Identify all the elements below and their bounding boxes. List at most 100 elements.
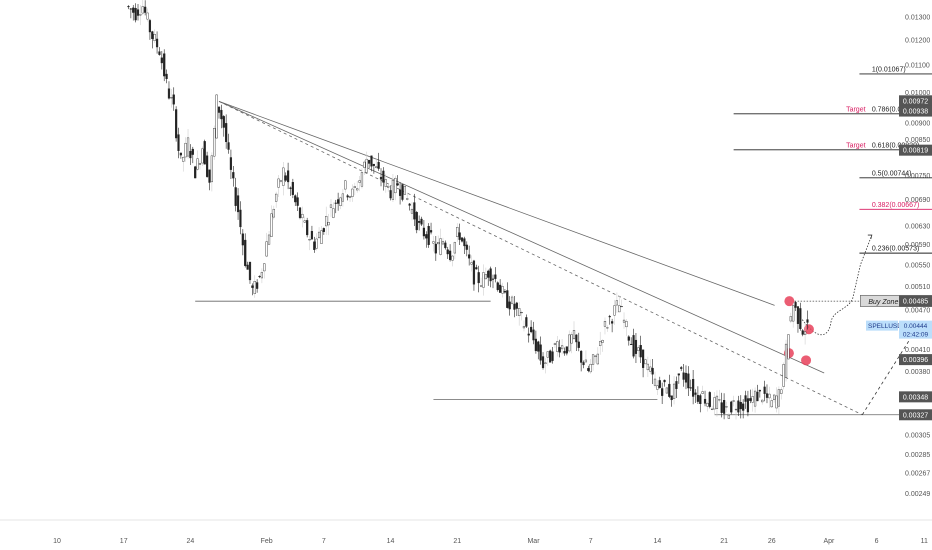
candle-body [227,142,230,150]
candle-body [258,276,261,278]
candle-body [413,202,416,220]
candle-body [601,340,604,343]
candle-body [684,372,688,383]
price-tick-label: 0.00285 [905,452,930,459]
candle-body [420,218,423,225]
candle-body [418,221,421,223]
candle-body [284,175,287,181]
candle-body [465,244,468,250]
time-tick-label: 24 [187,538,195,545]
projection-dashed[interactable] [861,339,911,415]
candle-body [663,379,666,383]
candle-body [558,347,561,353]
candle-body [315,238,318,249]
candle-body [387,185,390,188]
candle-body [665,387,669,394]
price-label-badge [899,409,932,421]
candle-body [458,232,461,240]
candle-body [508,301,511,310]
candle-body [720,402,723,413]
time-tick-label: 14 [653,538,661,545]
candle-body [437,242,440,245]
candle-body [432,241,435,244]
price-label-text: 0.00327 [903,412,928,419]
candle-body [163,53,166,77]
arrow-head-icon [867,234,873,240]
candle-body [796,306,800,324]
candle-body [770,400,773,408]
candle-body [222,116,225,128]
candle-body [205,155,209,177]
candle-body [806,319,809,323]
candle-body [289,187,292,189]
price-tick-label: 0.00750 [905,173,930,180]
trendline-upper[interactable] [218,101,775,306]
candle-body [544,362,547,364]
candle-body [329,204,333,208]
candle-body [613,305,616,316]
fibonacci-levels[interactable]: 1(0.01067) 0.786(0.00929) Target 0.618(0.00… [733,66,932,254]
candle-body [591,354,595,365]
projection-path[interactable] [801,234,873,336]
candle-body [468,254,471,259]
candle-body [527,333,530,336]
candle-body [799,308,802,330]
candle-body [670,395,673,401]
price-label-badge [899,105,932,117]
candle-body [189,151,192,159]
candle-body [253,281,256,294]
price-tick-label: 0.00590 [905,242,930,249]
candle-body [406,198,409,200]
candle-body [139,14,142,16]
time-tick-label: 7 [322,538,326,545]
candle-body [763,386,766,394]
candle-body [215,94,218,139]
candle-body [401,184,404,200]
price-label-text: 0.00348 [903,394,928,401]
time-tick-label: Mar [527,538,540,545]
trendline-dashed[interactable] [218,101,863,416]
candle-body [661,388,664,396]
candle-body [765,393,769,398]
candle-body [789,316,792,322]
candle-body [382,170,385,183]
candle-body [186,137,190,157]
fib-level-label: 0.382(0.00667) [872,202,919,209]
candle-body [348,196,352,198]
candle-body [265,241,268,257]
candle-body [792,305,795,322]
candle-body [132,7,135,13]
candle-body [715,395,719,409]
candle-body [449,250,452,260]
time-axis[interactable]: 101724Feb71421Mar7142126Apr61118 [0,519,932,545]
candle-body [639,345,642,358]
price-label-badge [899,354,932,366]
candle-body [603,321,607,327]
candle-body [804,331,807,335]
candle-body [489,268,492,282]
candle-body [761,399,764,403]
symbol-badge[interactable] [866,320,898,331]
candle-body [463,238,466,247]
candle-body [456,226,459,237]
candle-body [599,341,602,346]
candle-body [768,393,771,399]
candle-body [263,263,266,272]
marker-dot [803,324,814,335]
price-axis[interactable]: 0.01300 0.01200 0.01100 0.01000 0.00900 0.008… [866,15,932,498]
price-label-badge [899,391,932,403]
candle-body [170,97,173,99]
trendline-middle[interactable] [218,101,825,374]
time-tick-label: 7 [589,538,593,545]
candle-body [615,300,618,306]
candle-body [332,208,335,218]
candle-body [201,148,204,164]
current-price-badge [899,320,932,339]
candle-body [541,356,545,369]
candle-body [360,172,364,187]
candle-body [375,166,378,169]
candle-body [217,106,221,113]
candle-body [460,237,464,242]
candle-body [727,415,730,419]
